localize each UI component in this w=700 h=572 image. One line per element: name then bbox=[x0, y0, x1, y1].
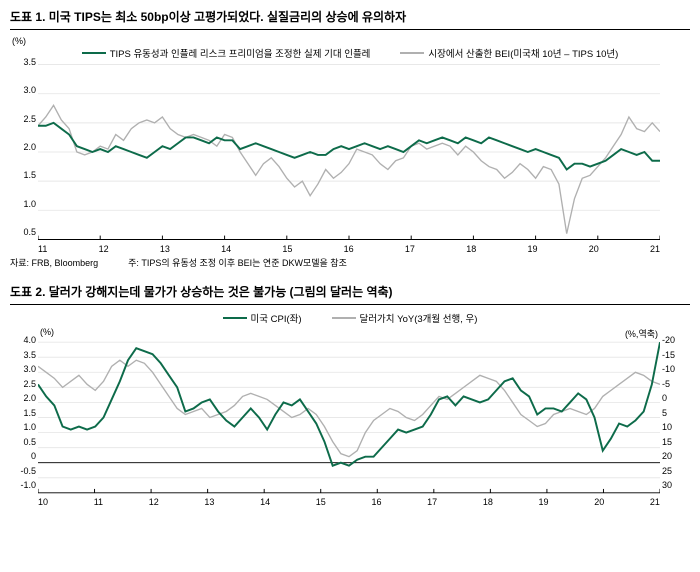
chart2-legend: 미국 CPI(좌) 달러가치 YoY(3개월 선행, 우) bbox=[10, 311, 690, 325]
chart1-area: 3.53.02.52.01.51.00.5 bbox=[38, 62, 660, 242]
chart1-legend-item-1: TIPS 유동성과 인플레 리스크 프리미엄을 조정한 실제 기대 인플레 bbox=[82, 46, 371, 60]
chart2-legend-item-1: 미국 CPI(좌) bbox=[223, 311, 302, 325]
chart1-source-row: 자료: FRB, Bloomberg 주: TIPS의 유동성 조정 이후 BE… bbox=[10, 256, 690, 269]
chart1-y-labels: 3.53.02.52.01.51.00.5 bbox=[10, 62, 36, 242]
chart2-unit-left: (%) bbox=[40, 327, 54, 340]
chart2-title: 도표 2. 달러가 강해지는데 물가가 상승하는 것은 불가능 (그림의 달러는… bbox=[10, 283, 690, 305]
line-swatch-icon bbox=[223, 317, 247, 320]
line-swatch-icon bbox=[400, 52, 424, 54]
chart2-legend-item-2: 달러가치 YoY(3개월 선행, 우) bbox=[332, 311, 478, 325]
chart1-units: (%) bbox=[10, 36, 690, 46]
chart1-source: 자료: FRB, Bloomberg bbox=[10, 256, 98, 269]
chart1-x-labels: 1112131415161718192021 bbox=[38, 244, 660, 254]
line-swatch-icon bbox=[82, 52, 106, 55]
chart2-block: 도표 2. 달러가 강해지는데 물가가 상승하는 것은 불가능 (그림의 달러는… bbox=[10, 283, 690, 507]
chart2-x-labels: 101112131415161718192021 bbox=[38, 497, 660, 507]
chart1-svg bbox=[38, 62, 660, 242]
chart1-title: 도표 1. 미국 TIPS는 최소 50bp이상 고평가되었다. 실질금리의 상… bbox=[10, 8, 690, 30]
chart2-y-labels: 4.03.53.02.52.01.51.00.50-0.5-1.0 bbox=[10, 340, 36, 495]
chart1-legend: TIPS 유동성과 인플레 리스크 프리미엄을 조정한 실제 기대 인플레 시장… bbox=[10, 46, 690, 60]
legend-label: 달러가치 YoY(3개월 선행, 우) bbox=[360, 311, 478, 325]
chart1-note: 주: TIPS의 유동성 조정 이후 BEI는 연준 DKW모델을 참조 bbox=[128, 256, 347, 269]
chart2-units: (%) (%,역축) bbox=[38, 327, 660, 340]
chart2-y2-labels: -20-15-10-5051015202530 bbox=[662, 340, 690, 495]
chart2-unit-right: (%,역축) bbox=[625, 327, 658, 340]
line-swatch-icon bbox=[332, 317, 356, 319]
legend-label: 미국 CPI(좌) bbox=[251, 311, 302, 325]
chart2-area: 4.03.53.02.52.01.51.00.50-0.5-1.0 -20-15… bbox=[38, 340, 660, 495]
chart1-block: 도표 1. 미국 TIPS는 최소 50bp이상 고평가되었다. 실질금리의 상… bbox=[10, 8, 690, 269]
chart1-legend-item-2: 시장에서 산출한 BEI(미국채 10년 – TIPS 10년) bbox=[400, 46, 618, 60]
legend-label: 시장에서 산출한 BEI(미국채 10년 – TIPS 10년) bbox=[428, 46, 618, 60]
legend-label: TIPS 유동성과 인플레 리스크 프리미엄을 조정한 실제 기대 인플레 bbox=[110, 46, 371, 60]
chart1-unit-left: (%) bbox=[12, 36, 26, 46]
chart2-svg bbox=[38, 340, 660, 495]
